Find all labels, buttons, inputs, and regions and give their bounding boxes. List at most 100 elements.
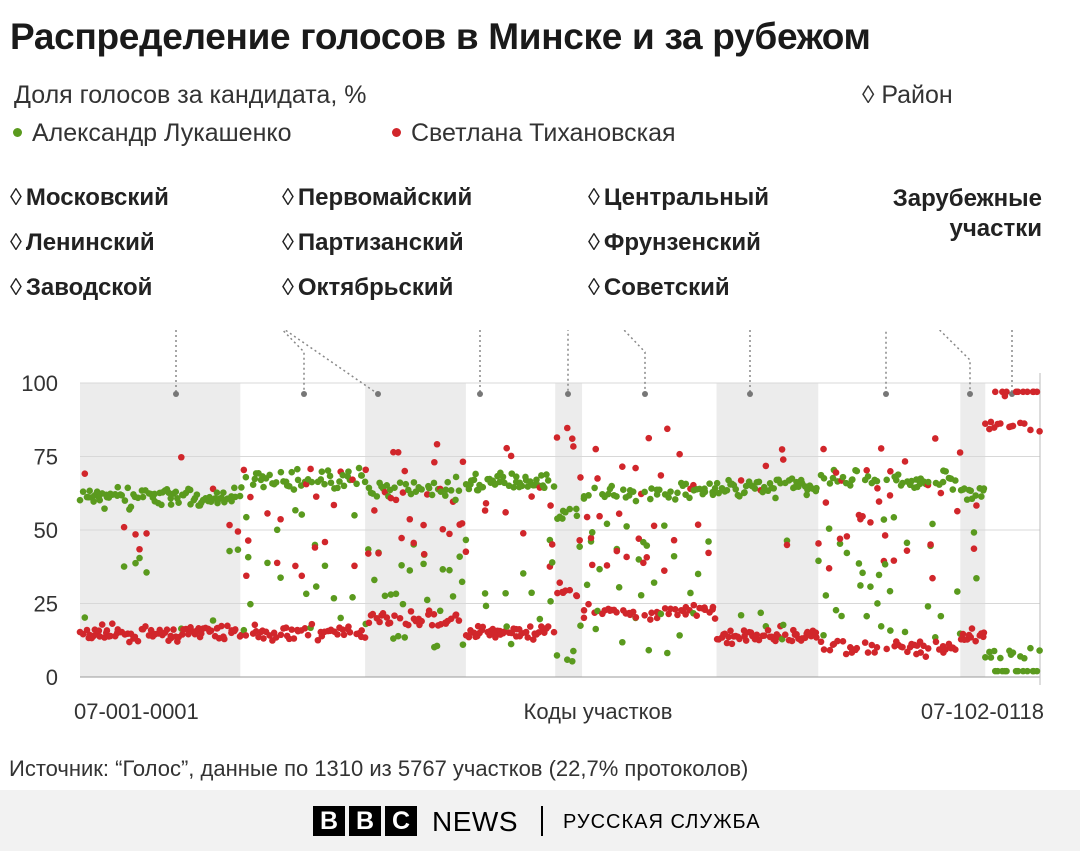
point-tikhanovskaya	[334, 631, 341, 638]
point-lukashenko	[723, 487, 731, 494]
point-tikhanovskaya	[107, 632, 114, 640]
point-lukashenko	[594, 607, 601, 615]
point-tikhanovskaya	[580, 614, 588, 622]
point-tikhanovskaya	[991, 388, 999, 396]
point-lukashenko	[671, 496, 679, 503]
point-lukashenko	[670, 552, 678, 560]
point-tikhanovskaya	[361, 634, 369, 641]
point-tikhanovskaya	[603, 562, 611, 569]
point-tikhanovskaya	[576, 536, 583, 544]
footer-divider	[541, 806, 543, 836]
point-tikhanovskaya	[311, 544, 319, 551]
point-lukashenko	[978, 493, 985, 500]
district-marker	[747, 391, 753, 397]
point-tikhanovskaya	[383, 614, 391, 621]
point-lukashenko	[79, 488, 87, 495]
point-tikhanovskaya	[252, 628, 260, 635]
district-marker	[967, 391, 973, 397]
district-leader-line	[567, 330, 569, 394]
point-lukashenko	[327, 479, 335, 487]
point-tikhanovskaya	[736, 635, 743, 643]
point-lukashenko	[815, 557, 822, 565]
point-tikhanovskaya	[671, 606, 679, 613]
point-lukashenko	[249, 481, 257, 488]
point-lukashenko	[657, 610, 665, 618]
point-lukashenko	[394, 632, 402, 640]
point-lukashenko	[1020, 654, 1028, 662]
point-tikhanovskaya	[1003, 388, 1010, 396]
point-tikhanovskaya	[813, 634, 820, 641]
point-lukashenko	[608, 482, 615, 490]
point-tikhanovskaya	[304, 631, 312, 639]
point-tikhanovskaya	[682, 611, 689, 618]
point-lukashenko	[822, 592, 830, 599]
point-tikhanovskaya	[231, 626, 239, 633]
point-lukashenko	[536, 615, 544, 623]
point-lukashenko	[470, 476, 478, 484]
point-tikhanovskaya	[890, 557, 898, 564]
point-tikhanovskaya	[346, 629, 354, 636]
point-lukashenko	[244, 553, 252, 561]
point-lukashenko	[1009, 649, 1017, 657]
point-tikhanovskaya	[462, 548, 470, 556]
point-tikhanovskaya	[226, 521, 233, 529]
point-tikhanovskaya	[394, 448, 402, 456]
point-tikhanovskaya	[170, 626, 177, 633]
point-tikhanovskaya	[362, 466, 370, 474]
point-tikhanovskaya	[645, 434, 653, 442]
point-lukashenko	[340, 482, 348, 490]
y-tick-label: 100	[21, 371, 58, 396]
point-lukashenko	[236, 492, 244, 500]
point-tikhanovskaya	[711, 615, 719, 622]
district-label-moskovsky: ◊ Московский	[10, 184, 169, 212]
district-name: Центральный	[603, 184, 770, 211]
point-tikhanovskaya	[345, 623, 352, 630]
point-lukashenko	[667, 488, 674, 495]
point-lukashenko	[175, 499, 182, 506]
point-tikhanovskaya	[544, 623, 552, 630]
point-lukashenko	[260, 483, 267, 491]
point-tikhanovskaya	[875, 498, 883, 505]
point-lukashenko	[892, 476, 900, 484]
point-tikhanovskaya	[956, 449, 964, 456]
point-lukashenko	[455, 487, 463, 494]
point-lukashenko	[990, 647, 998, 655]
point-lukashenko	[757, 609, 765, 617]
point-lukashenko	[682, 480, 690, 488]
district-label-frunzensky: ◊ Фрунзенский	[588, 229, 761, 257]
diamond-icon: ◊	[10, 229, 22, 256]
diamond-icon: ◊	[282, 274, 294, 301]
point-tikhanovskaya	[577, 474, 584, 481]
point-tikhanovskaya	[556, 579, 564, 586]
point-lukashenko	[846, 482, 854, 489]
point-lukashenko	[481, 590, 489, 597]
point-lukashenko	[623, 523, 630, 530]
y-tick-label: 50	[34, 518, 58, 543]
point-lukashenko	[326, 472, 334, 480]
point-lukashenko	[118, 492, 126, 499]
point-tikhanovskaya	[863, 467, 871, 474]
point-lukashenko	[982, 654, 989, 661]
point-lukashenko	[543, 471, 550, 478]
point-tikhanovskaya	[365, 619, 373, 627]
point-lukashenko	[355, 464, 363, 472]
point-tikhanovskaya	[871, 649, 878, 656]
point-tikhanovskaya	[588, 561, 596, 569]
point-lukashenko	[391, 484, 398, 491]
point-tikhanovskaya	[81, 470, 89, 477]
point-lukashenko	[264, 559, 271, 567]
point-tikhanovskaya	[727, 627, 734, 635]
point-lukashenko	[93, 488, 101, 495]
point-lukashenko	[632, 497, 640, 505]
point-tikhanovskaya	[922, 653, 930, 660]
point-lukashenko	[101, 505, 108, 512]
point-lukashenko	[76, 496, 84, 504]
point-tikhanovskaya	[548, 541, 556, 548]
point-lukashenko	[228, 497, 235, 505]
point-lukashenko	[570, 647, 577, 655]
point-tikhanovskaya	[502, 509, 509, 516]
point-tikhanovskaya	[881, 532, 889, 539]
point-lukashenko	[568, 657, 576, 665]
point-tikhanovskaya	[629, 608, 637, 616]
y-tick-label: 0	[46, 665, 58, 690]
